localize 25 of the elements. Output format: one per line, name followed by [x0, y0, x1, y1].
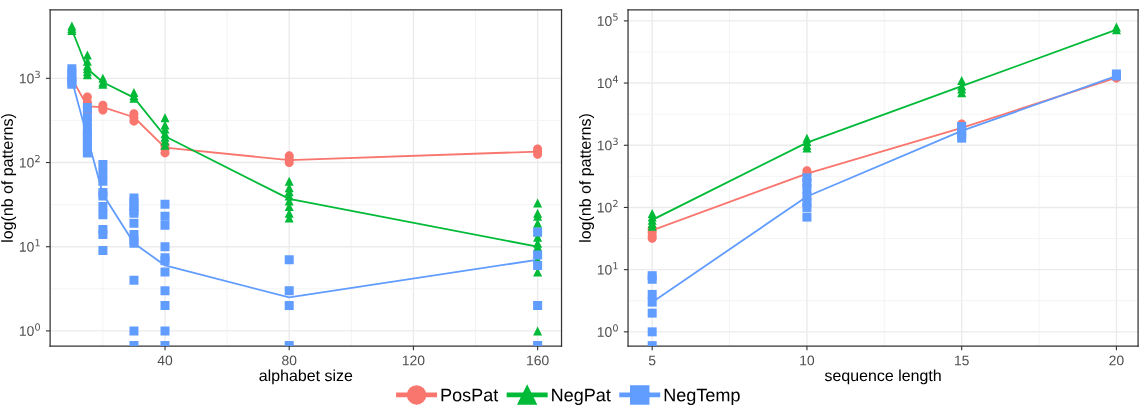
y-tick-label: 10$^{0}$	[597, 324, 618, 337]
x-tick-label: 10	[800, 355, 815, 366]
y-tick-label: 10$^{3}$	[19, 70, 40, 84]
y-tick-label: 10$^{1}$	[19, 239, 40, 252]
legend-label: NegPat	[552, 388, 611, 406]
y-tick-label: 10$^{2}$	[19, 154, 40, 168]
y-tick-label: 10$^{4}$	[597, 75, 619, 89]
x-tick-label: 40	[157, 355, 173, 366]
x-tick-label: 80	[282, 355, 297, 366]
x-axis-title: sequence length	[824, 369, 941, 385]
y-tick-label: 10$^{0}$	[19, 323, 40, 336]
y-tick-label: 10$^{3}$	[597, 137, 618, 151]
y-axis-title: log(nb of patterns)	[1, 114, 17, 242]
x-tick-label: 20	[1109, 355, 1124, 366]
x-tick-label: 5	[648, 355, 656, 366]
x-tick-label: 15	[955, 355, 969, 366]
y-tick-label: 10$^{2}$	[597, 199, 618, 213]
legend-label: NegTemp	[664, 388, 740, 406]
y-tick-label: 10$^{1}$	[597, 262, 618, 275]
y-axis-title: log(nb of patterns)	[579, 114, 595, 242]
x-tick-label: 120	[402, 355, 425, 366]
y-tick-label: 10$^{5}$	[597, 13, 618, 26]
x-axis-title: alphabet size	[259, 369, 353, 385]
x-tick-label: 160	[527, 355, 549, 366]
legend-label: PosPat	[441, 388, 499, 402]
